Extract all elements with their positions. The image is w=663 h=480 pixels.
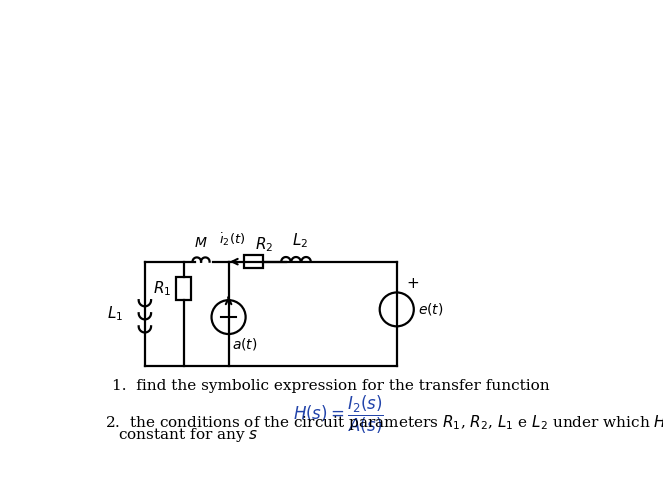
Text: $H(s) = \dfrac{I_2(s)}{A(s)}$: $H(s) = \dfrac{I_2(s)}{A(s)}$	[293, 394, 384, 436]
Text: $R_1$: $R_1$	[153, 279, 171, 298]
Text: $a(t)$: $a(t)$	[233, 336, 258, 351]
Text: $\dot{\imath}_2(t)$: $\dot{\imath}_2(t)$	[219, 231, 246, 248]
Bar	[176, 277, 192, 300]
Text: $M$: $M$	[194, 236, 208, 250]
Text: 2.  the conditions of the circuit parameters $R_1$, $R_2$, $L_1$ e $L_2$ under w: 2. the conditions of the circuit paramet…	[105, 413, 663, 432]
Text: $L_2$: $L_2$	[292, 231, 308, 250]
Text: constant for any $s$: constant for any $s$	[118, 426, 258, 444]
Text: $e(t)$: $e(t)$	[418, 301, 444, 317]
Text: +: +	[406, 276, 418, 291]
Bar	[244, 255, 263, 268]
Text: $R_2$: $R_2$	[255, 235, 273, 254]
Text: 1.  find the symbolic expression for the transfer function: 1. find the symbolic expression for the …	[112, 379, 550, 393]
Text: $L_1$: $L_1$	[107, 304, 123, 323]
